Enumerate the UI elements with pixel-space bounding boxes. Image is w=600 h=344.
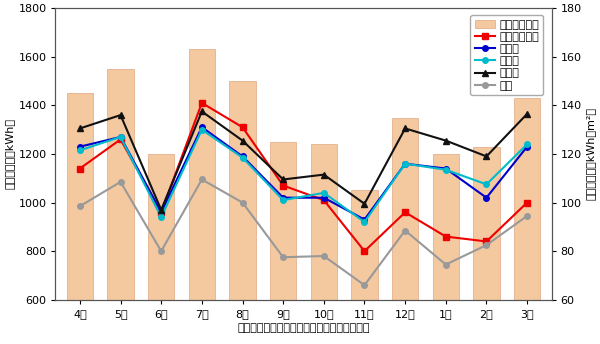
球状 bbox=[117, 180, 124, 184]
単結晶 bbox=[442, 166, 449, 171]
Bar bbox=[229, 81, 256, 344]
アモルファス bbox=[483, 239, 490, 244]
化合物 bbox=[239, 139, 246, 143]
多結晶 bbox=[320, 191, 328, 195]
化合物 bbox=[361, 202, 368, 206]
球状 bbox=[483, 243, 490, 247]
アモルファス bbox=[524, 201, 531, 205]
化合物 bbox=[320, 173, 328, 177]
単結晶 bbox=[483, 196, 490, 200]
アモルファス bbox=[239, 125, 246, 129]
アモルファス bbox=[158, 210, 165, 214]
Line: 多結晶: 多結晶 bbox=[77, 127, 530, 225]
アモルファス bbox=[401, 210, 409, 214]
単結晶 bbox=[76, 144, 83, 149]
多結晶 bbox=[483, 182, 490, 186]
球状 bbox=[239, 201, 246, 205]
球状 bbox=[320, 254, 328, 258]
Y-axis label: 積算日射量『kWh／m²』: 積算日射量『kWh／m²』 bbox=[586, 107, 596, 201]
Line: 化合物: 化合物 bbox=[76, 108, 530, 213]
Bar bbox=[433, 154, 459, 344]
アモルファス bbox=[320, 198, 328, 202]
単結晶 bbox=[320, 196, 328, 200]
Bar bbox=[311, 144, 337, 344]
アモルファス bbox=[198, 101, 205, 105]
単結晶 bbox=[280, 196, 287, 200]
単結晶 bbox=[239, 154, 246, 159]
単結晶 bbox=[401, 162, 409, 166]
球状 bbox=[198, 178, 205, 182]
球状 bbox=[280, 255, 287, 259]
Line: アモルファス: アモルファス bbox=[77, 100, 530, 254]
多結晶 bbox=[280, 198, 287, 202]
単結晶 bbox=[198, 125, 205, 129]
球状 bbox=[524, 214, 531, 218]
化合物 bbox=[524, 112, 531, 116]
球状 bbox=[442, 262, 449, 267]
化合物 bbox=[198, 109, 205, 114]
単結晶 bbox=[158, 210, 165, 214]
多結晶 bbox=[442, 168, 449, 172]
アモルファス bbox=[442, 235, 449, 239]
多結晶 bbox=[198, 128, 205, 132]
多結晶 bbox=[361, 220, 368, 224]
Bar bbox=[67, 93, 93, 344]
単結晶 bbox=[117, 135, 124, 139]
Bar bbox=[514, 98, 541, 344]
化合物 bbox=[280, 178, 287, 182]
多結晶 bbox=[401, 162, 409, 166]
単結晶 bbox=[361, 217, 368, 222]
球状 bbox=[76, 204, 83, 208]
Line: 球状: 球状 bbox=[77, 177, 530, 288]
X-axis label: 各種太陽電池における月積算発電量と日射量: 各種太陽電池における月積算発電量と日射量 bbox=[237, 323, 370, 333]
化合物 bbox=[117, 113, 124, 117]
アモルファス bbox=[280, 183, 287, 187]
Line: 単結晶: 単結晶 bbox=[77, 125, 530, 222]
アモルファス bbox=[76, 166, 83, 171]
化合物 bbox=[442, 139, 449, 143]
Bar bbox=[392, 118, 418, 344]
アモルファス bbox=[117, 137, 124, 141]
化合物 bbox=[483, 154, 490, 159]
球状 bbox=[401, 228, 409, 233]
化合物 bbox=[76, 126, 83, 130]
Bar bbox=[270, 142, 296, 344]
Y-axis label: 積算発電量『kWh』: 積算発電量『kWh』 bbox=[4, 118, 14, 190]
球状 bbox=[361, 283, 368, 287]
多結晶 bbox=[117, 135, 124, 139]
Bar bbox=[188, 50, 215, 344]
球状 bbox=[158, 249, 165, 253]
単結晶 bbox=[524, 144, 531, 149]
Bar bbox=[351, 191, 378, 344]
Bar bbox=[148, 154, 175, 344]
化合物 bbox=[158, 208, 165, 212]
Legend: 傍斜面日射量, アモルファス, 単結晶, 多結晶, 化合物, 球状: 傍斜面日射量, アモルファス, 単結晶, 多結晶, 化合物, 球状 bbox=[470, 15, 544, 95]
多結晶 bbox=[76, 148, 83, 152]
化合物 bbox=[401, 126, 409, 130]
Bar bbox=[107, 69, 134, 344]
アモルファス bbox=[361, 249, 368, 253]
多結晶 bbox=[158, 215, 165, 219]
Bar bbox=[473, 147, 500, 344]
多結晶 bbox=[239, 155, 246, 160]
多結晶 bbox=[524, 142, 531, 146]
